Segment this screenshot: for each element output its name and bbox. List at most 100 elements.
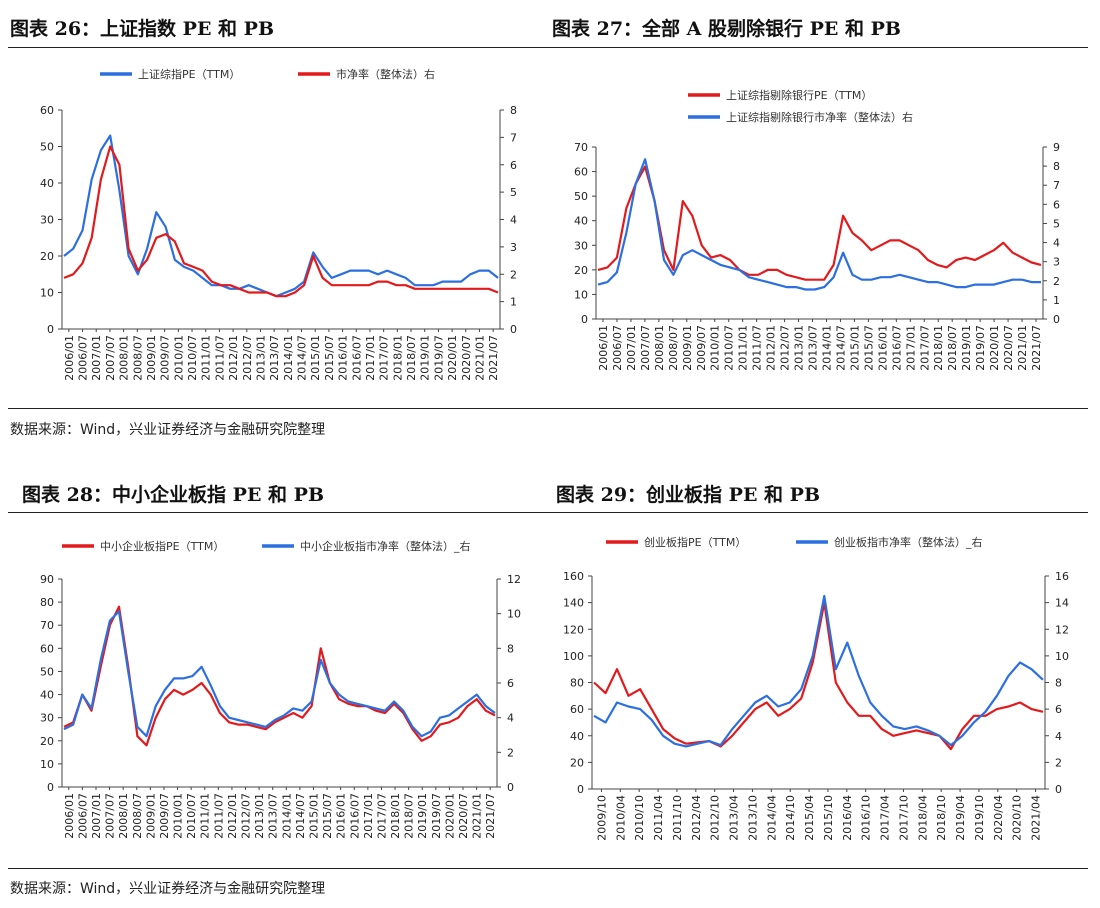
- y-left-tick-label: 90: [40, 573, 54, 586]
- y-right-tick-label: 2: [507, 746, 514, 759]
- y-left-tick-label: 40: [574, 215, 588, 228]
- top-source-note: 数据来源：Wind，兴业证券经济与金融研究院整理: [10, 422, 326, 438]
- x-tick-label: 2016/07: [348, 793, 361, 839]
- x-tick-label: 2010/07: [185, 793, 198, 839]
- x-tick-label: 2011/01: [737, 325, 750, 371]
- series-line-0: [593, 601, 1044, 751]
- chart-29-svg: 0 20 40 60 80 100 120 140 160 0 2 4 6 8 10 12 14 16 2009/1…: [563, 535, 1069, 841]
- x-tick-label: 2016/04: [841, 795, 854, 841]
- y-right-tick-label: 8: [507, 642, 514, 655]
- y-left-tick-label: 80: [570, 677, 584, 690]
- y-left-tick-label: 60: [574, 166, 588, 179]
- x-tick-label: 2011/01: [199, 793, 212, 839]
- x-tick-label: 2016/01: [335, 793, 348, 839]
- x-tick-label: 2008/07: [131, 335, 144, 381]
- y-right-tick-label: 10: [1055, 650, 1069, 663]
- x-tick-label: 2020/01: [443, 793, 456, 839]
- chart-29-panel: 0 20 40 60 80 100 120 140 160 0 2 4 6 8 10 12 14 16 2009/1…: [548, 515, 1093, 865]
- y-left-tick-label: 0: [577, 783, 584, 796]
- x-tick-label: 2009/01: [144, 793, 157, 839]
- x-tick-label: 2011/04: [652, 795, 665, 841]
- y-right-tick-label: 0: [1053, 313, 1060, 326]
- x-tick-label: 2006/01: [63, 793, 76, 839]
- top-source-rule: [8, 408, 1088, 409]
- y-right-tick-label: 8: [510, 104, 517, 117]
- y-left-tick-label: 10: [40, 287, 54, 300]
- x-tick-label: 2021/01: [1016, 325, 1029, 371]
- bottom-source-note: 数据来源：Wind，兴业证券经济与金融研究院整理: [10, 881, 326, 897]
- x-tick-label: 2007/01: [90, 335, 103, 381]
- y-right-tick-label: 9: [1053, 141, 1060, 154]
- x-tick-label: 2014/04: [765, 795, 778, 841]
- y-right-tick-label: 12: [507, 573, 521, 586]
- x-tick-label: 2016/01: [337, 335, 350, 381]
- y-left-tick-label: 70: [574, 141, 588, 154]
- series-line-1: [63, 610, 496, 738]
- x-tick-label: 2021/01: [473, 335, 486, 381]
- y-right-tick-label: 2: [510, 268, 517, 281]
- y-right-tick-label: 0: [507, 781, 514, 794]
- chart-28-svg: 0 10 20 30 40 50 60 70 80 90 0 2 4 6 8 10 12 2006/01 2006/…: [40, 539, 521, 839]
- top-rule: [8, 47, 1088, 48]
- y-right-tick-label: 6: [507, 677, 514, 690]
- chart-27-panel: 0 10 20 30 40 50 60 70 0 1 2 3 4 5 6 7 8 9 2006/01 2006/07 2…: [548, 50, 1093, 405]
- x-tick-label: 2018/01: [389, 793, 402, 839]
- x-tick-label: 2010/01: [172, 335, 185, 381]
- chart-26-title: 图表 26：上证指数 PE 和 PB: [10, 18, 275, 40]
- x-tick-label: 2013/01: [254, 335, 267, 381]
- y-left-tick-label: 40: [570, 730, 584, 743]
- y-right-tick-label: 5: [1053, 217, 1060, 230]
- chart-26-panel: 0 10 20 30 40 50 60 0 1 2 3 4 5 6 7 8 2006/01 2006/07 2007…: [0, 50, 545, 405]
- x-tick-label: 2011/07: [751, 325, 764, 371]
- y-left-tick-label: 40: [40, 689, 54, 702]
- x-tick-label: 2017/07: [375, 793, 388, 839]
- x-tick-label: 2007/01: [90, 793, 103, 839]
- series-line-0: [63, 134, 499, 298]
- y-left-tick-label: 20: [574, 264, 588, 277]
- y-right-tick-label: 7: [1053, 179, 1060, 192]
- legend-label: 上证综指剔除银行市净率（整体法）右: [726, 110, 913, 124]
- y-left-tick-label: 140: [563, 597, 584, 610]
- x-tick-label: 2017/10: [897, 795, 910, 841]
- x-tick-label: 2010/10: [633, 795, 646, 841]
- x-tick-label: 2012/07: [241, 335, 254, 381]
- x-tick-label: 2008/01: [117, 793, 130, 839]
- y-right-tick-label: 6: [1055, 703, 1062, 716]
- legend-label: 上证综指PE（TTM）: [138, 67, 240, 81]
- chart-27-title: 图表 27：全部 A 股剔除银行 PE 和 PB: [552, 18, 901, 40]
- x-tick-label: 2019/01: [960, 325, 973, 371]
- x-tick-label: 2017/01: [362, 793, 375, 839]
- x-tick-label: 2021/07: [487, 335, 500, 381]
- y-left-tick-label: 0: [581, 313, 588, 326]
- y-right-tick-label: 14: [1055, 597, 1069, 610]
- x-tick-label: 2019/07: [432, 335, 445, 381]
- x-tick-label: 2020/10: [1011, 795, 1024, 841]
- x-tick-label: 2014/01: [820, 325, 833, 371]
- y-left-tick-label: 50: [574, 190, 588, 203]
- chart-28-panel: 0 10 20 30 40 50 60 70 80 90 0 2 4 6 8 10 12 2006/01 2006/…: [0, 515, 545, 865]
- x-tick-label: 2006/01: [597, 325, 610, 371]
- x-tick-label: 2015/01: [307, 793, 320, 839]
- x-tick-label: 2017/07: [918, 325, 931, 371]
- x-tick-label: 2014/07: [834, 325, 847, 371]
- y-left-tick-label: 0: [47, 323, 54, 336]
- chart-28-title: 图表 28：中小企业板指 PE 和 PB: [22, 484, 325, 506]
- x-tick-label: 2021/07: [1030, 325, 1043, 371]
- x-tick-label: 2018/07: [405, 335, 418, 381]
- x-tick-label: 2017/07: [378, 335, 391, 381]
- x-tick-label: 2015/07: [323, 335, 336, 381]
- y-right-tick-label: 6: [1053, 198, 1060, 211]
- x-tick-label: 2014/01: [282, 335, 295, 381]
- x-tick-label: 2016/01: [876, 325, 889, 371]
- x-tick-label: 2019/01: [419, 335, 432, 381]
- x-tick-label: 2014/07: [294, 793, 307, 839]
- y-right-tick-label: 3: [510, 241, 517, 254]
- x-tick-label: 2019/04: [954, 795, 967, 841]
- y-left-tick-label: 60: [40, 642, 54, 655]
- x-tick-label: 2009/01: [145, 335, 158, 381]
- x-tick-label: 2012/10: [709, 795, 722, 841]
- y-left-tick-label: 10: [40, 758, 54, 771]
- x-tick-label: 2010/07: [186, 335, 199, 381]
- x-tick-label: 2008/07: [131, 793, 144, 839]
